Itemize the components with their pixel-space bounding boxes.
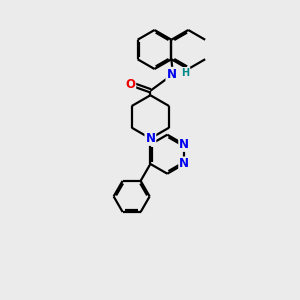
Text: N: N <box>179 158 189 170</box>
Text: O: O <box>125 78 135 91</box>
Text: N: N <box>146 132 155 145</box>
Text: N: N <box>179 138 189 151</box>
Text: N: N <box>167 68 176 81</box>
Text: H: H <box>182 68 190 78</box>
